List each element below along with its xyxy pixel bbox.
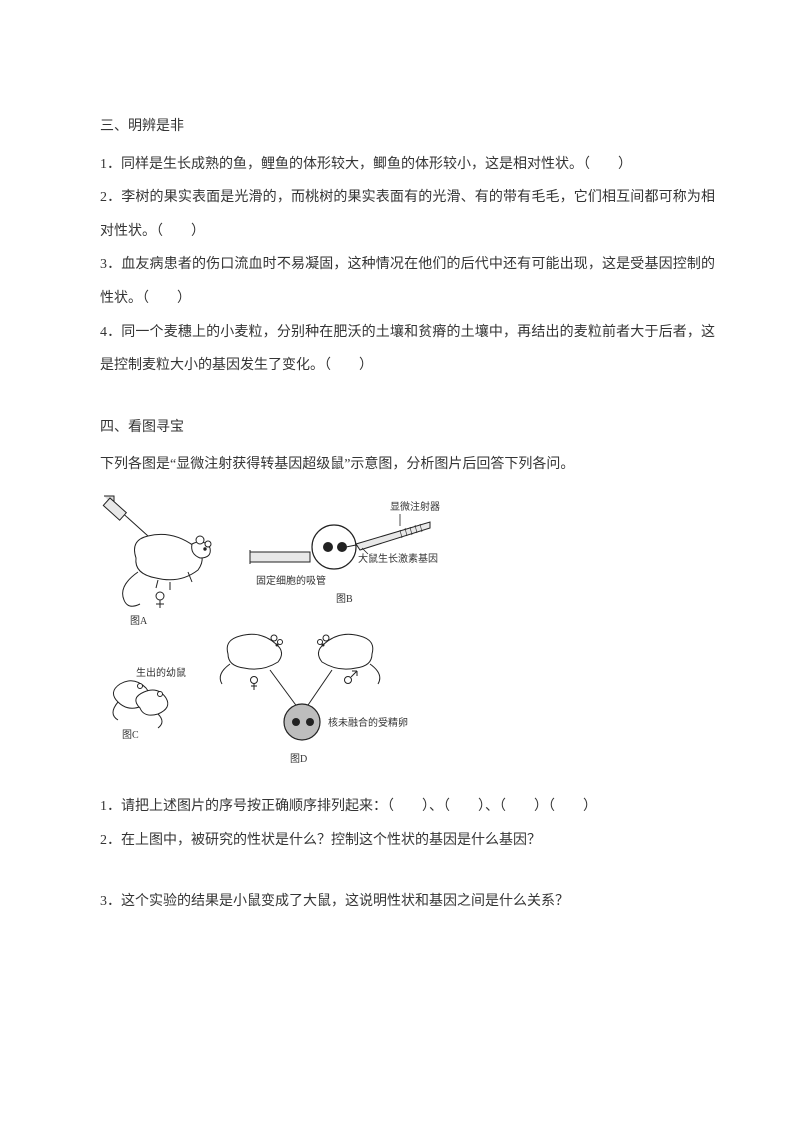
panel-c: 生出的幼鼠 图C [113, 666, 186, 741]
section4-title: 四、看图寻宝 [100, 411, 715, 445]
label-egg: 核未融合的受精卵 [328, 716, 408, 729]
panel-b: 显微注射器 大鼠生长激素基因 固定细胞的吸管 图B [250, 500, 440, 605]
s3-item-4: 4．同一个麦穗上的小麦粒，分别种在肥沃的土壤和贫瘠的土壤中，再结出的麦粒前者大于… [100, 316, 715, 383]
label-pipette: 固定细胞的吸管 [256, 574, 326, 587]
label-imgC: 图C [122, 729, 139, 741]
label-offspring: 生出的幼鼠 [136, 666, 186, 679]
s4-q2: 2．在上图中，被研究的性状是什么？控制这个性状的基因是什么基因？ [100, 824, 715, 858]
section4-intro: 下列各图是“显微注射获得转基因超级鼠”示意图，分析图片后回答下列各问。 [100, 448, 715, 482]
s4-q1: 1．请把上述图片的序号按正确顺序排列起来：（ ）、（ ）、（ ）（ ） [100, 790, 715, 824]
s3-item-1: 1．同样是生长成熟的鱼，鲤鱼的体形较大，鲫鱼的体形较小，这是相对性状。（ ） [100, 148, 715, 182]
label-injector: 显微注射器 [390, 500, 440, 513]
section3-title: 三、明辨是非 [100, 110, 715, 144]
s3-item-2: 2．李树的果实表面是光滑的，而桃树的果实表面有的光滑、有的带有毛毛，它们相互间都… [100, 181, 715, 248]
label-imgA: 图A [130, 615, 148, 627]
label-gene: 大鼠生长激素基因 [358, 552, 438, 565]
panel-d: 核未融合的受精卵 图D [220, 634, 408, 765]
diagram: 图A 显微注射器 [100, 492, 440, 772]
s3-item-3: 3．血友病患者的伤口流血时不易凝固，这种情况在他们的后代中还有可能出现，这是受基… [100, 248, 715, 315]
label-imgB: 图B [336, 593, 353, 605]
label-imgD: 图D [290, 753, 307, 765]
s4-q3: 3．这个实验的结果是小鼠变成了大鼠，这说明性状和基因之间是什么关系？ [100, 885, 715, 919]
panel-a: 图A [103, 496, 211, 627]
